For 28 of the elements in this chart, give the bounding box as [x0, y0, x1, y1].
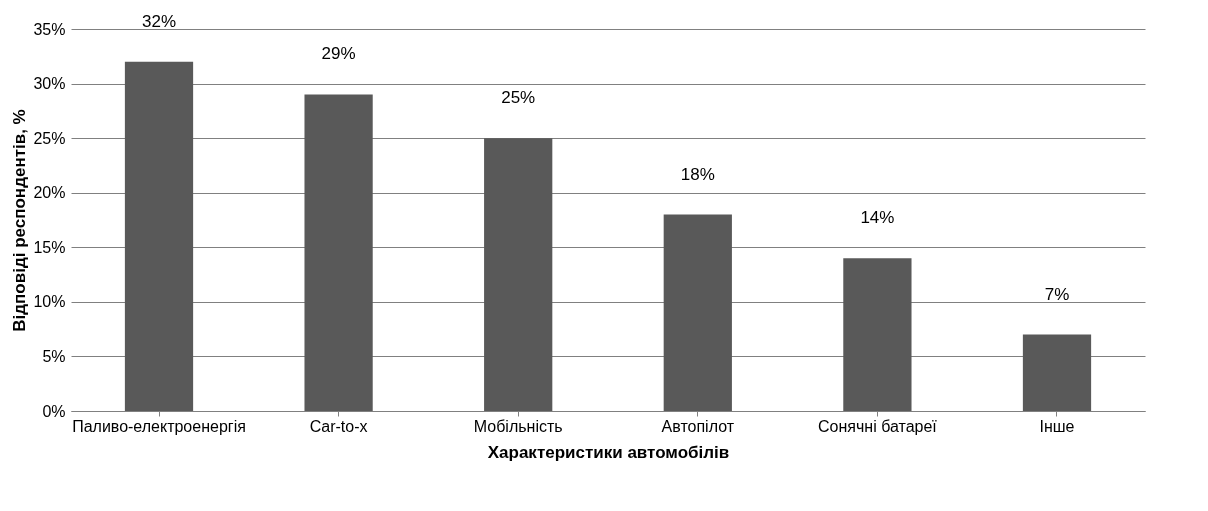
bar	[484, 138, 553, 411]
data-label: 14%	[860, 208, 895, 228]
x-tick-label: Інше	[1039, 417, 1075, 435]
data-label: 7%	[1044, 284, 1070, 304]
bar	[843, 258, 912, 411]
data-label: 32%	[141, 11, 177, 31]
x-tick-label: Мобільність	[473, 417, 563, 435]
bar	[663, 214, 732, 411]
x-tick-label: Сонячні батареї	[818, 417, 938, 435]
bar	[124, 61, 194, 411]
x-tick-label: Автопілот	[661, 417, 735, 435]
x-tick-label: Car-to-x	[309, 417, 368, 435]
y-tick-label: 15%	[33, 238, 66, 256]
data-label: 25%	[501, 88, 536, 108]
y-tick-label: 35%	[33, 20, 66, 38]
y-tick-label: 0%	[42, 402, 66, 420]
y-tick-label: 20%	[33, 184, 66, 202]
bar	[304, 94, 373, 411]
y-tick-label: 25%	[33, 129, 66, 147]
bar	[1022, 334, 1092, 411]
y-axis-title: Відповіді респондентів, %	[10, 109, 30, 332]
y-tick-label: 30%	[33, 75, 66, 93]
y-tick-label: 5%	[42, 347, 66, 365]
data-label: 29%	[321, 44, 356, 64]
x-tick-label: Паливо-електроенергія	[72, 417, 246, 435]
y-tick-label: 10%	[33, 293, 66, 311]
x-axis-title: Характеристики автомобілів	[487, 442, 730, 462]
data-label: 18%	[680, 164, 715, 184]
